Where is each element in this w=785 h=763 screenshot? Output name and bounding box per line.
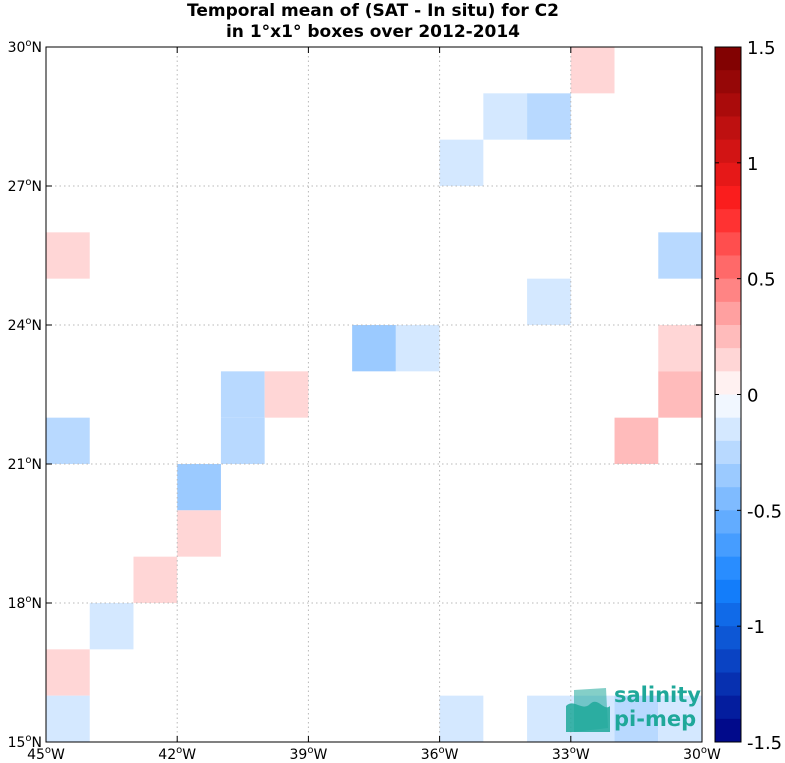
colorbar-level: [715, 209, 741, 233]
heatmap-cell: [658, 325, 702, 372]
colorbar-tick-label: -1.5: [747, 733, 782, 754]
y-axis-ticks: 15oN 18oN 21oN 24oN 27oN 30oN: [8, 38, 702, 751]
heatmap-cell: [220, 371, 265, 418]
colorbar-level: [715, 93, 741, 117]
colorbar-level: [715, 232, 741, 256]
heatmap-cell: [352, 325, 396, 372]
heatmap-cell: [177, 510, 221, 557]
heatmap-cell: [527, 93, 571, 140]
heatmap-cell: [658, 371, 702, 418]
heatmap-cell: [89, 603, 134, 650]
colorbar-level: [715, 278, 741, 303]
colorbar-level: [715, 533, 741, 558]
heatmap-cell: [570, 47, 615, 94]
heatmap-cell: [614, 417, 659, 464]
colorbar-level: [715, 162, 741, 187]
colorbar-level: [715, 255, 741, 280]
heatmap-cell: [614, 695, 659, 742]
x-tick-label: 45oW: [27, 745, 65, 763]
heatmap-cell: [264, 371, 309, 418]
y-tick-label: 27oN: [8, 177, 42, 195]
x-tick-label: 42oW: [158, 745, 196, 763]
colorbar: [714, 46, 742, 743]
y-tick-label: 15oN: [8, 733, 42, 751]
heatmap-cell: [46, 417, 90, 464]
x-axis-ticks: 45oW 42oW 39oW 36oW 33oW 30oW: [27, 47, 721, 763]
logo-wave-front-icon: [566, 701, 610, 732]
heatmap-cell: [483, 93, 528, 140]
colorbar-tick-label: 1: [747, 154, 758, 175]
colorbar-level: [715, 371, 741, 395]
heatmap-cell: [658, 232, 702, 279]
y-tick-label: 18oN: [8, 594, 42, 612]
heatmap-cell: [395, 325, 440, 372]
heatmap-cell: [46, 649, 90, 696]
colorbar-level: [715, 649, 741, 673]
heatmap-cell: [46, 232, 90, 279]
y-tick-label: 24oN: [8, 316, 42, 334]
y-tick-label: 21oN: [8, 455, 42, 473]
colorbar-level: [715, 510, 741, 534]
heatmap-cell: [527, 695, 571, 742]
heatmap-cell: [439, 139, 484, 186]
plot-frame: [45, 46, 703, 743]
colorbar-tick-label: 0.5: [747, 270, 776, 291]
heatmap-cell: [658, 695, 702, 742]
colorbar-level: [715, 348, 741, 372]
x-tick-label: 36oW: [421, 745, 459, 763]
colorbar-level: [715, 672, 741, 697]
colorbar-level: [715, 579, 741, 604]
colorbar-level: [715, 440, 741, 465]
colorbar-level: [715, 626, 741, 650]
y-tick-label: 30oN: [8, 38, 42, 56]
grid-lines: [46, 47, 702, 742]
heatmap-cell: [527, 278, 571, 325]
heatmap-cell: [46, 695, 90, 742]
colorbar-level: [715, 325, 741, 349]
heatmap-cell: [133, 556, 178, 603]
heatmap-cell: [439, 695, 484, 742]
colorbar-tick-label: -0.5: [747, 501, 782, 522]
colorbar-ticks: 1.5 1 0.5 0 -0.5 -1 -1.5: [715, 38, 782, 754]
colorbar-level: [715, 556, 741, 581]
heatmap-cell: [177, 464, 221, 511]
x-tick-label: 33oW: [552, 745, 590, 763]
heatmap-cell: [220, 417, 265, 464]
colorbar-level: [715, 417, 741, 442]
colorbar-level: [715, 695, 741, 720]
heatmap-cells: [46, 47, 702, 742]
chart-title-line2: in 1°x1° boxes over 2012-2014: [225, 22, 521, 42]
logo-text-line2: pi-mep: [614, 707, 696, 731]
colorbar-tick-label: 1.5: [747, 38, 776, 59]
colorbar-level: [715, 394, 741, 419]
colorbar-level: [715, 116, 741, 141]
colorbar-level: [715, 464, 741, 488]
colorbar-level: [715, 718, 741, 743]
logo-text-line1: salinity: [614, 683, 701, 707]
colorbar-level: [715, 139, 741, 164]
colorbar-level: [715, 487, 741, 511]
colorbar-level: [715, 70, 741, 94]
x-tick-label: 30oW: [683, 745, 721, 763]
colorbar-level: [715, 47, 741, 71]
colorbar-tick-label: 0: [747, 386, 758, 407]
colorbar-level: [715, 186, 741, 210]
colorbar-level: [715, 603, 741, 627]
x-tick-label: 39oW: [290, 745, 328, 763]
colorbar-tick-label: -1: [747, 617, 765, 638]
chart-title-line1: Temporal mean of (SAT - In situ) for C2: [187, 1, 559, 21]
colorbar-level: [715, 301, 741, 326]
